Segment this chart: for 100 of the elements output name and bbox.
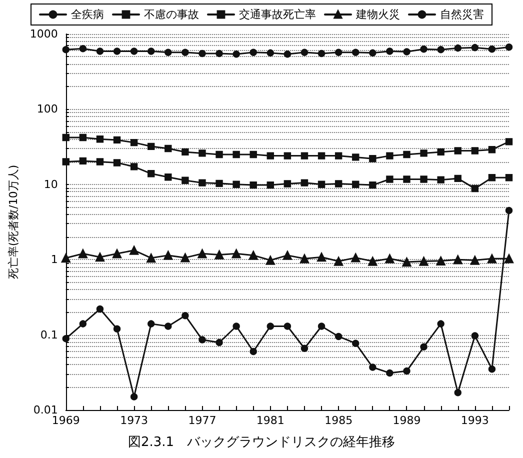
point (250, 181, 257, 189)
point (284, 180, 292, 188)
point (454, 174, 462, 182)
point (266, 152, 274, 160)
point (386, 152, 394, 160)
point (318, 322, 326, 330)
point (96, 136, 104, 143)
point (454, 147, 462, 154)
text: 図2.3.1 バックグラウンドリスクの経年推移 (128, 435, 396, 450)
point (164, 144, 172, 152)
point (130, 48, 138, 55)
y-tick-label: 100 (36, 102, 58, 116)
point (369, 364, 376, 371)
point (130, 393, 138, 400)
point (79, 320, 87, 328)
point (385, 254, 394, 264)
point (78, 249, 88, 258)
point (148, 170, 155, 178)
point (198, 150, 206, 157)
point (403, 48, 410, 56)
point (146, 253, 156, 263)
point (266, 49, 274, 57)
point (318, 50, 326, 58)
point (198, 336, 206, 344)
point (148, 142, 155, 150)
point (334, 332, 342, 340)
point (488, 174, 496, 182)
legend-label: 交通事故死亡率 (239, 8, 316, 21)
point (369, 49, 376, 57)
point (62, 46, 70, 54)
point (148, 320, 155, 328)
point (504, 254, 514, 264)
point (95, 252, 105, 262)
y-tick-label: 0.1 (40, 328, 58, 342)
point (436, 256, 446, 266)
point (164, 174, 172, 181)
point (266, 181, 274, 189)
point (62, 134, 70, 142)
point (112, 249, 122, 258)
point (470, 256, 480, 265)
x-tick-label: 1993 (460, 414, 489, 427)
point (300, 254, 310, 264)
point (437, 176, 444, 184)
point (471, 44, 479, 52)
point (130, 163, 138, 170)
point (420, 150, 428, 157)
point (369, 155, 376, 162)
y-axis-title: 死亡率(死者数/10万人) (7, 164, 20, 280)
point (182, 312, 189, 320)
point (96, 158, 104, 166)
point (232, 322, 240, 330)
point (266, 256, 276, 265)
point (420, 45, 428, 53)
point (369, 181, 376, 189)
point (232, 50, 240, 58)
legend-label: 全疾病 (71, 8, 104, 21)
point (79, 157, 87, 165)
point (232, 249, 241, 258)
point (198, 50, 206, 58)
point (284, 50, 292, 58)
point (62, 335, 70, 342)
point (182, 176, 189, 184)
point (62, 158, 70, 166)
point (318, 180, 326, 188)
x-tick-label: 1985 (324, 414, 353, 427)
point (454, 44, 462, 52)
point (180, 253, 190, 262)
x-tick-label: 1989 (392, 414, 421, 427)
y-tick-label: 1000 (30, 28, 58, 40)
point (113, 325, 121, 332)
point (368, 256, 378, 266)
point (352, 180, 360, 188)
point (505, 206, 513, 214)
point (266, 322, 274, 330)
point (505, 174, 513, 182)
point (352, 340, 360, 347)
point (79, 44, 87, 52)
point (453, 255, 462, 264)
point (386, 369, 394, 377)
point (402, 257, 412, 267)
point (300, 48, 308, 56)
point (488, 365, 496, 373)
point (300, 152, 308, 160)
point (471, 147, 479, 154)
point (164, 250, 173, 260)
point (334, 48, 342, 56)
point (351, 253, 360, 262)
point (216, 150, 223, 158)
point (334, 180, 342, 188)
x-tick-label: 1981 (256, 414, 284, 427)
legend-label: 不慮の事故 (144, 8, 199, 21)
point (216, 50, 223, 58)
point (164, 48, 172, 56)
point (284, 152, 292, 160)
point (471, 184, 479, 192)
point (334, 152, 342, 160)
point (316, 252, 326, 262)
point (505, 43, 513, 51)
point (403, 176, 410, 183)
point (216, 338, 223, 346)
